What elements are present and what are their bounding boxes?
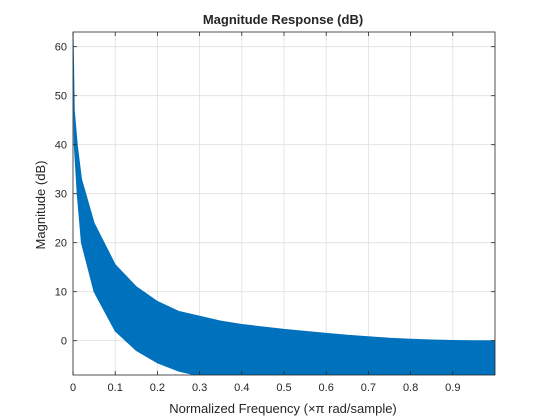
y-tick-label: 20 [55, 238, 67, 250]
x-axis-label: Normalized Frequency (×π rad/sample) [169, 401, 397, 416]
y-tick-label: 40 [55, 140, 67, 152]
y-tick-label: 10 [55, 287, 67, 299]
y-tick-label: 30 [55, 189, 67, 201]
x-tick-label: 0.2 [150, 382, 165, 394]
axis-ticks: 0 0.1 0.2 0.3 0.4 0.5 0.6 0.7 0.8 0.9 0 10 20 30 40 50 6… [55, 32, 495, 394]
magnitude-band [73, 32, 495, 375]
x-tick-label: 0.6 [319, 382, 334, 394]
y-tick-label: 60 [55, 42, 67, 54]
x-tick-label: 0.9 [445, 382, 460, 394]
chart-title: Magnitude Response (dB) [203, 12, 363, 27]
x-tick-label: 0.8 [403, 382, 418, 394]
x-tick-label: 0.7 [361, 382, 376, 394]
x-tick-label: 0.3 [192, 382, 207, 394]
y-tick-label: 50 [55, 91, 67, 103]
x-tick-label: 0.1 [108, 382, 123, 394]
y-tick-label: 0 [61, 336, 67, 348]
y-axis-label: Magnitude (dB) [33, 161, 48, 250]
x-tick-label: 0.4 [234, 382, 249, 394]
x-tick-label: 0.5 [276, 382, 291, 394]
x-tick-label: 0 [70, 382, 76, 394]
